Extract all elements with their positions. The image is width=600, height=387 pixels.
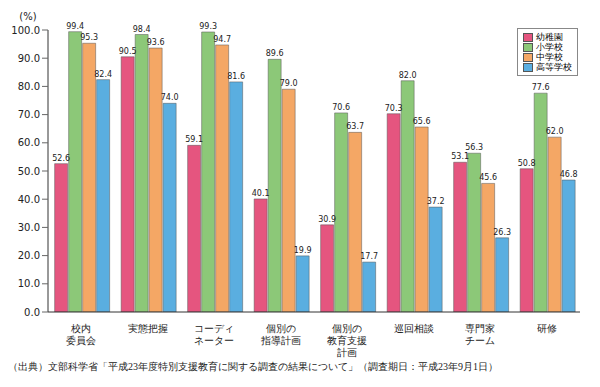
svg-text:50.0: 50.0 [18, 166, 40, 177]
html-text:幼稚園: 幼稚園 [536, 32, 563, 42]
svg-text:82.4: 82.4 [94, 70, 112, 79]
svg-text:65.6: 65.6 [413, 117, 431, 126]
svg-text:0.0: 0.0 [24, 307, 40, 318]
svg-text:(%): (%) [19, 11, 36, 22]
svg-text:53.1: 53.1 [451, 152, 469, 161]
html-text:（出典）文部科学省「平成23年度特別支援教育に関する調査の結: （出典）文部科学省「平成23年度特別支援教育に関する調査の結果について」（調査期… [8, 361, 498, 372]
svg-text:62.0: 62.0 [546, 127, 564, 136]
svg-text:個別の教育支援計画: 個別の教育支援計画 [327, 323, 367, 358]
svg-text:専門家チーム: 専門家チーム [465, 323, 495, 346]
svg-text:94.7: 94.7 [213, 35, 231, 44]
svg-text:40.0: 40.0 [18, 194, 40, 205]
svg-text:20.0: 20.0 [18, 250, 40, 261]
svg-text:99.4: 99.4 [66, 22, 84, 31]
svg-text:個別の指導計画: 個別の指導計画 [260, 323, 301, 346]
svg-text:46.8: 46.8 [560, 170, 578, 179]
svg-text:100.0: 100.0 [11, 25, 40, 36]
svg-text:37.2: 37.2 [427, 197, 445, 206]
svg-text:実態把握: 実態把握 [128, 323, 168, 334]
svg-text:95.3: 95.3 [80, 33, 98, 42]
svg-text:90.5: 90.5 [119, 47, 137, 56]
svg-text:70.0: 70.0 [18, 109, 40, 120]
html-text:高等学校: 高等学校 [536, 62, 572, 72]
svg-text:70.6: 70.6 [332, 103, 350, 112]
html-text:中学校: 中学校 [536, 52, 563, 62]
svg-text:30.0: 30.0 [18, 222, 40, 233]
svg-text:79.0: 79.0 [280, 79, 298, 88]
svg-text:99.3: 99.3 [199, 22, 217, 31]
svg-text:10.0: 10.0 [18, 278, 40, 289]
svg-text:82.0: 82.0 [399, 71, 417, 80]
svg-text:74.0: 74.0 [161, 93, 179, 102]
svg-text:56.3: 56.3 [465, 143, 483, 152]
svg-text:52.6: 52.6 [52, 154, 70, 163]
svg-text:校内委員会: 校内委員会 [66, 323, 96, 346]
svg-text:70.3: 70.3 [385, 104, 403, 113]
svg-text:17.7: 17.7 [360, 252, 378, 261]
svg-text:研修: 研修 [537, 323, 557, 334]
svg-text:26.3: 26.3 [493, 228, 511, 237]
svg-text:77.6: 77.6 [532, 83, 550, 92]
svg-text:40.1: 40.1 [252, 189, 270, 198]
svg-text:コーディネーター: コーディネーター [194, 323, 234, 346]
svg-text:19.9: 19.9 [294, 246, 312, 255]
svg-text:30.9: 30.9 [318, 215, 336, 224]
svg-text:63.7: 63.7 [346, 122, 364, 131]
svg-text:60.0: 60.0 [18, 137, 40, 148]
svg-text:45.6: 45.6 [479, 173, 497, 182]
svg-text:89.6: 89.6 [266, 49, 284, 58]
svg-text:98.4: 98.4 [133, 25, 151, 34]
svg-text:80.0: 80.0 [18, 81, 40, 92]
html-text:小学校: 小学校 [536, 42, 563, 52]
svg-text:59.1: 59.1 [185, 135, 203, 144]
svg-text:93.6: 93.6 [147, 38, 165, 47]
svg-text:90.0: 90.0 [18, 53, 40, 64]
svg-text:巡回相談: 巡回相談 [394, 323, 434, 334]
svg-text:81.6: 81.6 [227, 72, 245, 81]
svg-text:50.8: 50.8 [518, 159, 536, 168]
